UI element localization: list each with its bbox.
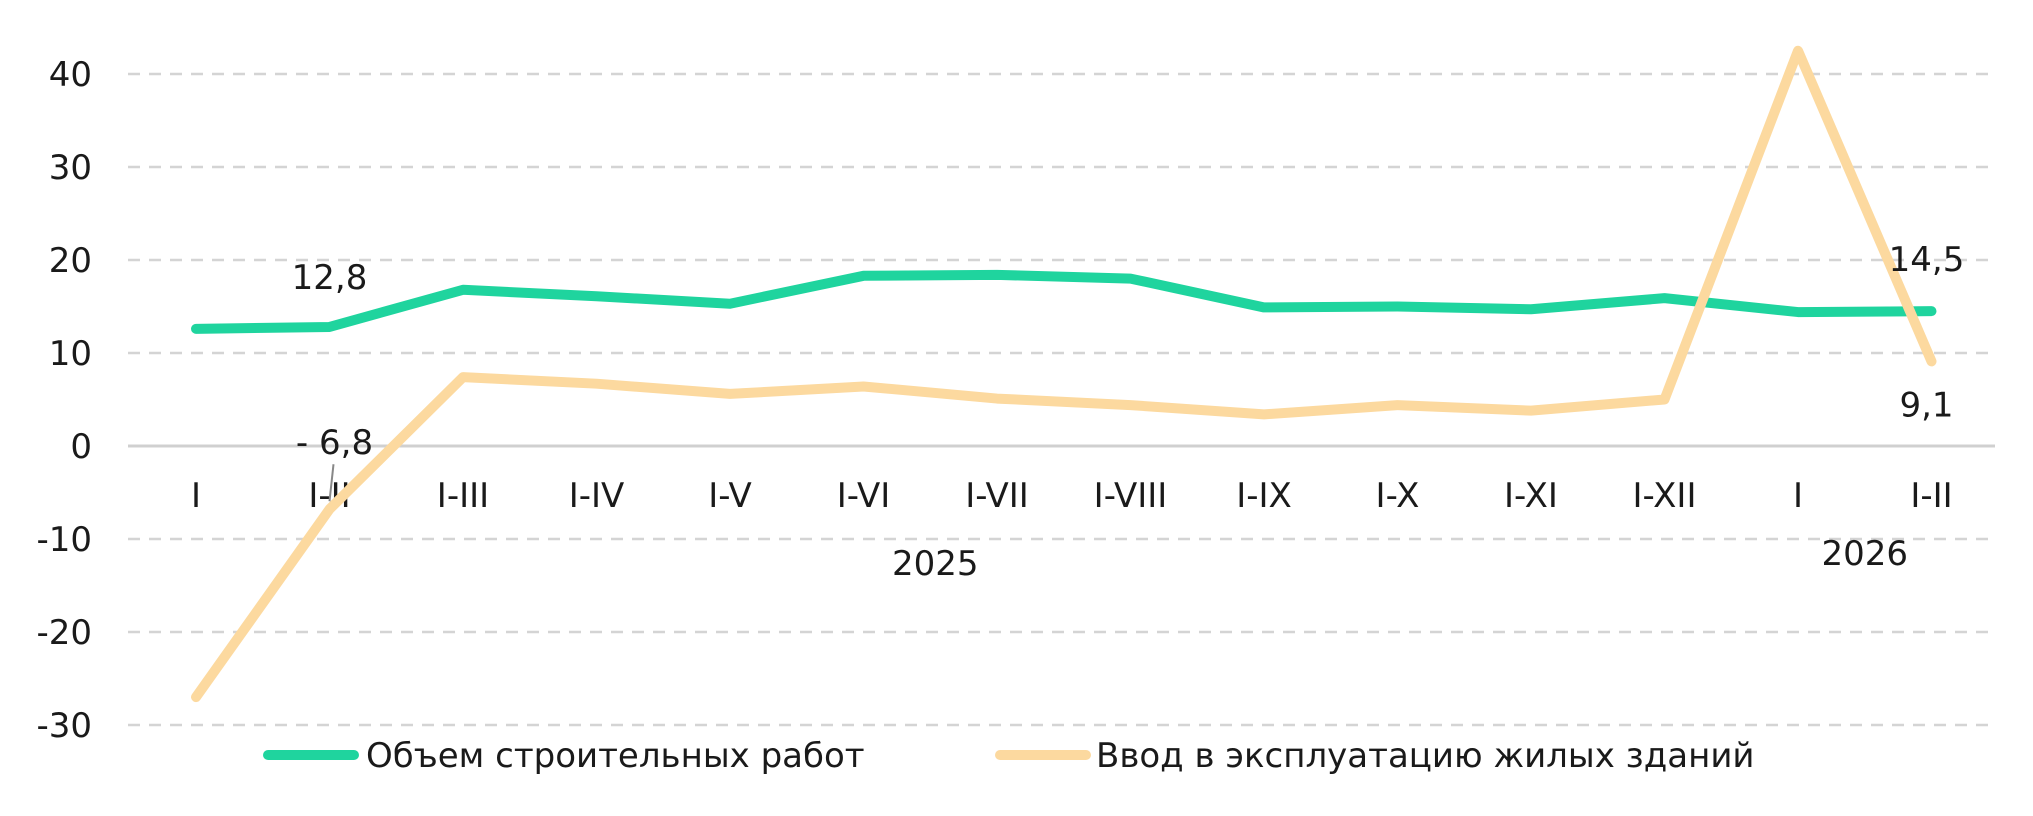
x-tick-label: I-XII — [1633, 476, 1697, 516]
x-tick-label: I-XI — [1504, 476, 1558, 516]
y-tick-label: -10 — [36, 520, 92, 560]
y-tick-label: 10 — [49, 334, 92, 374]
data-labels: 12,8 - 6,8 14,5 9,1 — [292, 240, 1965, 502]
x-group-label: 2025 — [892, 544, 979, 584]
data-label: 14,5 — [1889, 240, 1965, 280]
x-tick-label: I-III — [437, 476, 489, 516]
data-label: 12,8 — [292, 258, 368, 298]
data-label: - 6,8 — [296, 423, 373, 463]
data-label: 9,1 — [1899, 385, 1953, 425]
legend-label: Ввод в эксплуатацию жилых зданий — [1096, 736, 1755, 776]
series-line-1 — [191, 269, 1937, 334]
y-tick-label: 30 — [49, 148, 92, 188]
legend-label: Объем строительных работ — [366, 736, 865, 776]
y-tick-label: 20 — [49, 241, 92, 281]
data-label-leader — [328, 464, 335, 502]
y-tick-label: 0 — [70, 427, 92, 467]
x-tick-label: I — [1793, 476, 1803, 516]
x-tick-label: I-VIII — [1094, 476, 1168, 516]
x-tick-label: I-IX — [1236, 476, 1292, 516]
x-tick-label: I-IV — [569, 476, 625, 516]
legend: Объем строительных работ Ввод в эксплуата… — [263, 736, 1755, 776]
x-tick-label: I-II — [1910, 476, 1952, 516]
y-tick-label: -30 — [36, 706, 92, 746]
x-tick-label: I-V — [708, 476, 752, 516]
series-line-2 — [191, 45, 1937, 703]
x-tick-label: I-X — [1376, 476, 1420, 516]
x-tick-label: I-VI — [837, 476, 891, 516]
y-axis: 40 30 20 10 0 -10 -20 -30 — [36, 55, 92, 746]
x-group-label: 2026 — [1821, 534, 1908, 574]
y-tick-label: 40 — [49, 55, 92, 95]
series-lines — [191, 45, 1937, 703]
y-tick-label: -20 — [36, 613, 92, 653]
x-axis: I I-II I-III I-IV I-V I-VI I-VII I-VIII I-IX I-X I… — [191, 476, 1953, 584]
x-tick-label: I-VII — [965, 476, 1029, 516]
x-tick-label: I — [191, 476, 201, 516]
